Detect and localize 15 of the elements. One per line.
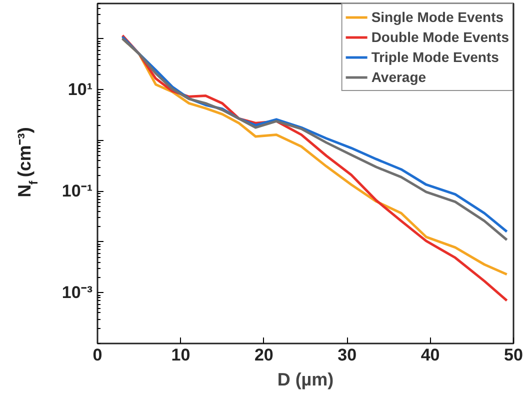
x-tick-label: 50: [504, 346, 523, 364]
legend-label: Average: [371, 69, 426, 85]
y-tick-label: 10¹: [68, 80, 93, 100]
x-tick-label: 10: [171, 346, 190, 364]
x-tick-label: 40: [420, 346, 440, 364]
x-tick-label: 0: [92, 346, 102, 364]
legend-label: Double Mode Events: [371, 29, 509, 45]
y-axis-title: Nf (cm⁻³): [14, 127, 40, 198]
y-tick-label: 10⁻³: [62, 283, 93, 302]
x-axis-title: D (µm): [277, 370, 334, 390]
y-tick-label: 10⁻¹: [62, 182, 93, 201]
x-tick-label: 20: [254, 346, 274, 364]
legend-label: Single Mode Events: [371, 9, 504, 25]
legend-label: Triple Mode Events: [371, 49, 499, 65]
x-tick-label: 30: [338, 346, 357, 364]
